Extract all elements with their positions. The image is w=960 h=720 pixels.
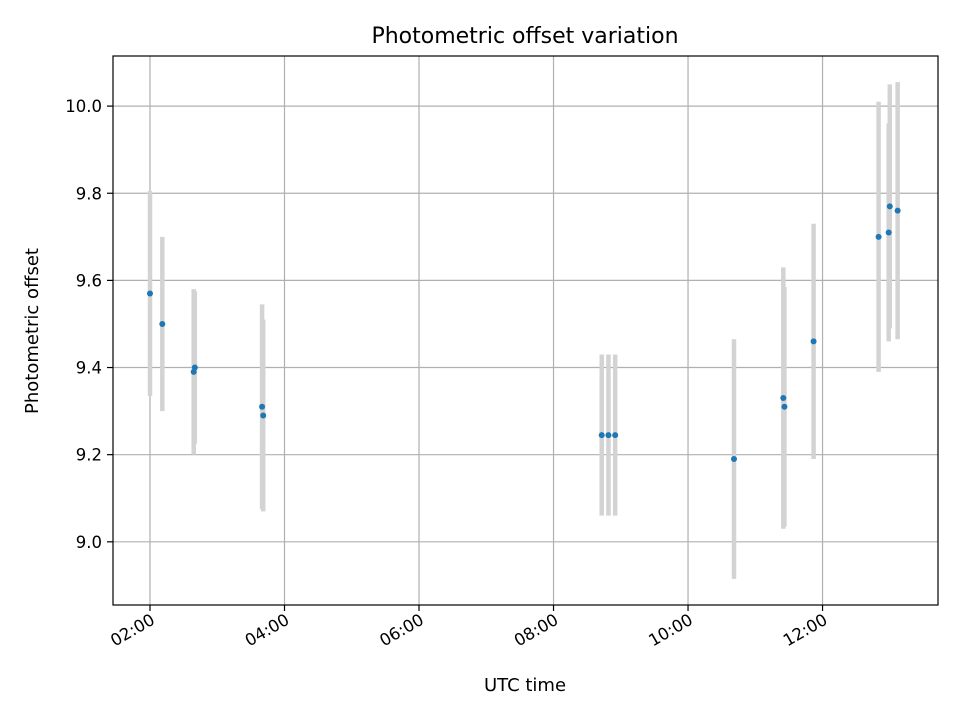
data-point bbox=[259, 403, 266, 410]
data-point bbox=[605, 432, 612, 439]
y-tick-label: 10.0 bbox=[65, 97, 102, 116]
x-tick-label: 10:00 bbox=[645, 610, 696, 650]
plot-frame bbox=[112, 55, 939, 606]
y-tick-layer: 9.0 9.2 9.4 9.6 9.8 10.0 bbox=[65, 97, 113, 552]
data-point bbox=[781, 403, 788, 410]
chart-title: Photometric offset variation bbox=[371, 24, 678, 49]
data-point bbox=[730, 456, 737, 463]
data-point bbox=[598, 432, 605, 439]
data-point bbox=[191, 364, 198, 371]
x-tick-label: 04:00 bbox=[242, 610, 293, 650]
y-axis-label: Photometric offset bbox=[22, 248, 43, 414]
y-tick-label: 9.2 bbox=[76, 446, 102, 465]
data-point bbox=[159, 320, 166, 327]
x-tick-label: 08:00 bbox=[511, 610, 562, 650]
data-point bbox=[875, 233, 882, 240]
data-point bbox=[810, 338, 817, 345]
data-point bbox=[146, 290, 153, 297]
data-point bbox=[886, 203, 893, 210]
y-tick-label: 9.4 bbox=[76, 359, 102, 378]
data-point bbox=[260, 412, 267, 419]
y-tick-label: 9.8 bbox=[76, 184, 102, 203]
grid-layer bbox=[113, 56, 938, 605]
error-bar-layer bbox=[147, 82, 900, 579]
x-tick-label: 12:00 bbox=[780, 610, 831, 650]
data-point bbox=[612, 432, 619, 439]
y-tick-label: 9.6 bbox=[76, 271, 102, 290]
x-tick-layer: 02:00 04:00 06:00 08:00 10:00 12:00 bbox=[107, 605, 831, 650]
x-tick-label: 02:00 bbox=[107, 610, 158, 650]
data-point bbox=[885, 229, 892, 236]
x-axis-label: UTC time bbox=[484, 675, 566, 696]
point-layer bbox=[146, 203, 901, 463]
data-point bbox=[894, 207, 901, 214]
y-tick-label: 9.0 bbox=[76, 533, 102, 552]
data-point bbox=[780, 395, 787, 402]
x-tick-label: 06:00 bbox=[376, 610, 427, 650]
